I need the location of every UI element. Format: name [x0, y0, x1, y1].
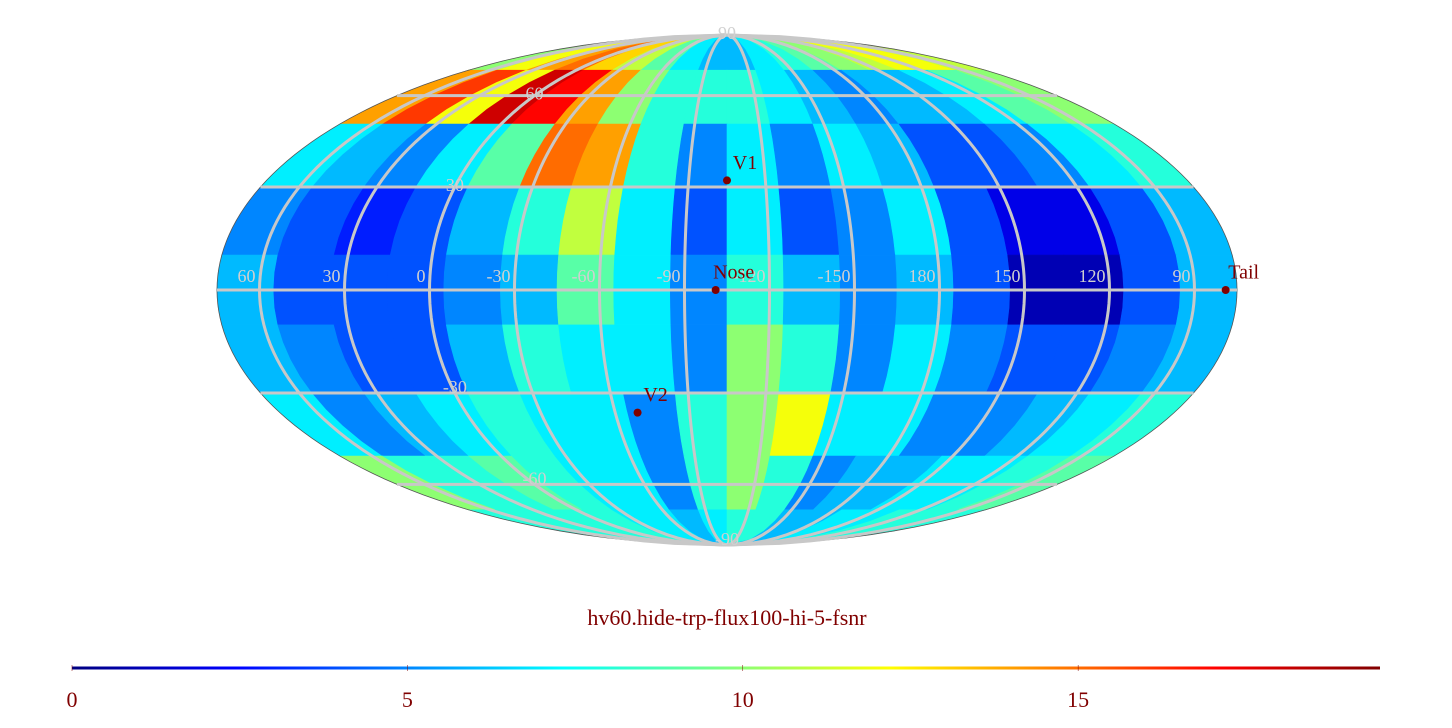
markers: V1 Nose Tail V2: [633, 152, 1260, 417]
lon-label: 0: [417, 266, 426, 286]
lon-label: 120: [1079, 266, 1106, 286]
lat-label: -90: [715, 529, 739, 549]
heat-cell: [726, 392, 780, 457]
lat-label: -30: [443, 377, 467, 397]
chart-title: hv60.hide-trp-flux100-hi-5-fsnr: [587, 605, 867, 630]
marker-label: Nose: [713, 262, 754, 284]
colorbar-tick-label: 5: [402, 687, 413, 712]
lon-label: 90: [1173, 266, 1191, 286]
lon-label: -90: [657, 266, 681, 286]
grid-labels: 60 30 0 -30 -60 -90 -120 -150 180 150 120 90 90 60 30 -…: [238, 23, 1191, 549]
colorbar-tick-label: 0: [67, 687, 78, 712]
marker-dot: [723, 176, 731, 185]
heat-cell: [670, 324, 728, 394]
lat-label: 30: [446, 175, 464, 195]
heat-cell: [674, 123, 728, 188]
lat-label: 60: [525, 84, 543, 104]
heat-cell: [674, 392, 728, 457]
heat-cell: [778, 186, 840, 256]
heat-cell: [614, 186, 676, 256]
colorbar: [72, 666, 1380, 670]
heat-cell: [726, 186, 784, 256]
lon-label: 180: [909, 266, 936, 286]
marker-dot: [1221, 286, 1230, 294]
marker-label: Tail: [1228, 262, 1259, 284]
lon-label: 30: [323, 266, 341, 286]
heat-cell: [726, 324, 784, 394]
heat-cell: [614, 324, 676, 394]
lon-label: -120: [733, 266, 766, 286]
marker-label: V2: [643, 384, 667, 406]
lon-label: -150: [818, 266, 851, 286]
lon-label: 150: [994, 266, 1021, 286]
marker-dot: [711, 286, 720, 294]
lat-label: -60: [522, 469, 546, 489]
grid: [216, 33, 1238, 547]
marker-label: V1: [733, 152, 757, 174]
heat-cell: [670, 186, 728, 256]
colorbar-tick-label: 15: [1067, 687, 1089, 712]
lat-label: 90: [718, 23, 736, 43]
colorbar-tick-label: 10: [732, 687, 754, 712]
heat-cell: [778, 324, 840, 394]
lon-label: -60: [572, 266, 596, 286]
lon-label: -30: [487, 266, 511, 286]
marker-dot: [633, 408, 642, 417]
lon-label: 60: [238, 266, 256, 286]
